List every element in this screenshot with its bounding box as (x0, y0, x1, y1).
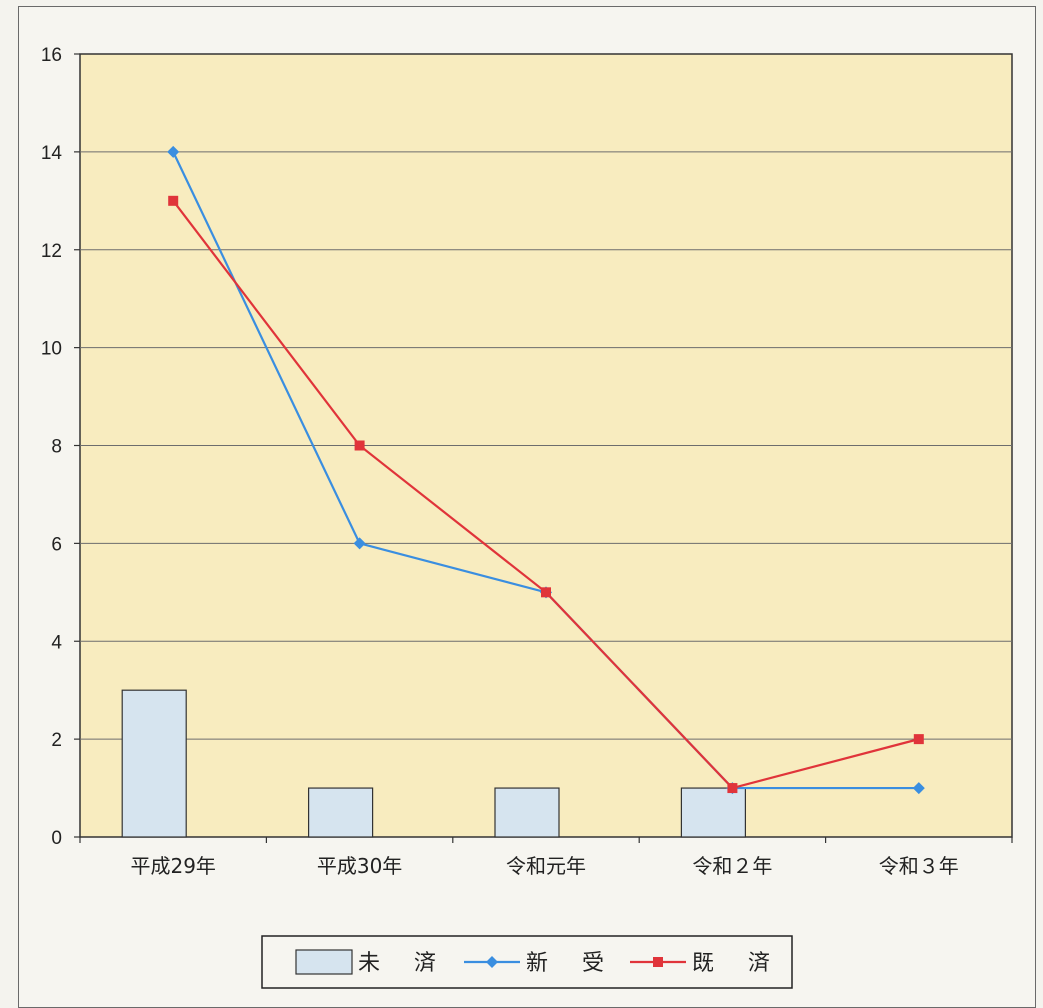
y-tick-label: 4 (51, 632, 62, 653)
y-tick-label: 10 (41, 339, 62, 360)
y-tick-label: 2 (51, 730, 62, 751)
data-point (912, 782, 925, 795)
legend-swatch-bar (295, 949, 353, 975)
y-tick-label: 8 (51, 437, 62, 458)
x-tick-label: 令和２年 (692, 854, 772, 878)
data-point (727, 783, 738, 794)
x-tick-label: 令和元年 (506, 854, 586, 878)
legend-marker (653, 957, 663, 967)
y-tick-label: 14 (41, 143, 63, 164)
data-point (167, 145, 180, 158)
data-point (541, 587, 551, 598)
legend-label: 未 済 (358, 951, 442, 976)
bar (121, 689, 187, 838)
x-tick-label: 平成29年 (130, 854, 215, 878)
y-tick-label: 12 (41, 241, 62, 262)
x-tick-label: 令和３年 (879, 854, 959, 878)
data-point (353, 537, 366, 550)
data-point (168, 195, 179, 206)
legend-marker (486, 956, 498, 968)
y-tick-label: 6 (51, 534, 62, 555)
legend-box (261, 935, 793, 989)
data-point (354, 440, 365, 451)
data-point (913, 734, 924, 745)
legend-label: 新 受 (526, 951, 610, 976)
x-tick-label: 平成30年 (317, 854, 402, 878)
legend-label: 既 済 (692, 951, 776, 976)
bar (308, 787, 374, 838)
y-tick-label: 0 (51, 828, 62, 849)
bar (680, 787, 747, 838)
bar (494, 787, 560, 838)
y-tick-label: 16 (41, 45, 62, 66)
